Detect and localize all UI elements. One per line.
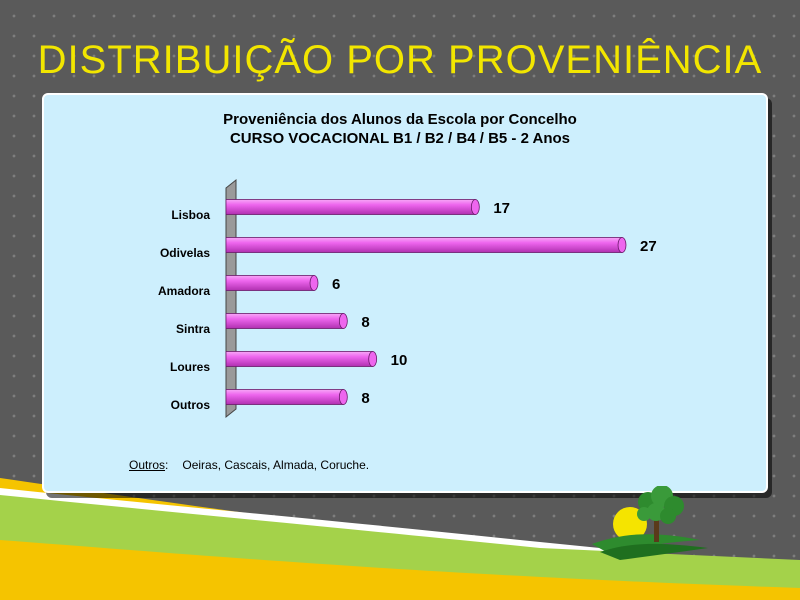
- bar-cap-sintra: [338, 313, 348, 329]
- bar-sintra: [225, 313, 344, 329]
- value-label-lisboa: 17: [493, 200, 510, 217]
- slide-title: DISTRIBUIÇÃO POR PROVENIÊNCIA: [37, 38, 763, 82]
- chart-title: Proveniência dos Alunos da Escola por Co…: [223, 111, 577, 128]
- chart-panel: Proveniência dos Alunos da Escola por Co…: [42, 93, 768, 493]
- bar-cap-odivelas: [617, 237, 627, 253]
- category-label-sintra: Sintra: [176, 322, 210, 336]
- value-label-amadora: 6: [332, 276, 340, 293]
- category-label-loures: Loures: [170, 360, 210, 374]
- bar-loures: [225, 351, 374, 367]
- value-label-loures: 10: [391, 352, 408, 369]
- chart-subtitle: CURSO VOCACIONAL B1 / B2 / B4 / B5 - 2 A…: [229, 130, 571, 147]
- bar-odivelas: [225, 237, 623, 253]
- bar-cap-loures: [368, 351, 378, 367]
- value-label-sintra: 8: [361, 314, 369, 331]
- bar-cap-outros: [338, 389, 348, 405]
- value-label-odivelas: 27: [640, 238, 657, 255]
- bar-chart: Lisboa 17 Odivelas 27 Amadora 6 Sintra 8 Loures 1…: [158, 178, 657, 419]
- category-label-amadora: Amadora: [158, 284, 210, 298]
- category-label-outros: Outros: [171, 398, 211, 412]
- footnote-label: Outros: [129, 458, 166, 472]
- category-label-lisboa: Lisboa: [171, 208, 210, 222]
- category-label-odivelas: Odivelas: [160, 246, 210, 260]
- bar-outros: [225, 389, 344, 405]
- tree-sun-logo: [592, 486, 708, 560]
- footnote-colon: :: [165, 458, 169, 472]
- bar-cap-lisboa: [470, 199, 480, 215]
- bar-cap-amadora: [309, 275, 319, 291]
- footnote-text: Oeiras, Cascais, Almada, Coruche.: [182, 458, 370, 472]
- bar-amadora: [225, 275, 315, 291]
- footnote: Outros: Oeiras, Cascais, Almada, Coruche.: [129, 458, 369, 472]
- value-label-outros: 8: [361, 390, 369, 407]
- chart-axis-wall: [225, 178, 237, 419]
- bar-lisboa: [225, 199, 476, 215]
